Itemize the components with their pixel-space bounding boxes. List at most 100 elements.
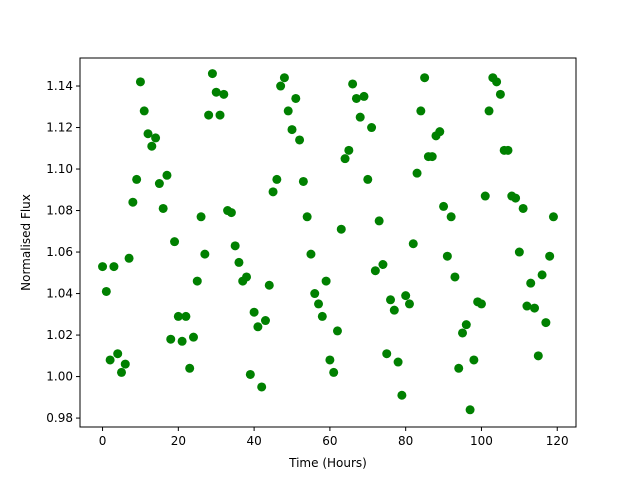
point (279, 73, 289, 83)
point (264, 280, 274, 290)
point (412, 168, 422, 178)
point (442, 251, 452, 261)
point (363, 174, 373, 184)
point (332, 326, 342, 336)
point (548, 212, 558, 222)
x-tick-label: 0 (99, 434, 107, 448)
point (480, 191, 490, 201)
x-tick-label: 40 (246, 434, 261, 448)
x-axis-label: Time (Hours) (288, 456, 367, 470)
point (458, 328, 468, 338)
axes-frame (79, 57, 577, 428)
point (101, 286, 111, 296)
point (306, 249, 316, 259)
y-tick-label: 1.02 (46, 328, 73, 342)
y-tick-label: 1.14 (46, 79, 73, 93)
point (215, 110, 225, 120)
point (476, 299, 486, 309)
point (370, 266, 380, 276)
y-tick-label: 1.10 (46, 162, 73, 176)
point (226, 208, 236, 218)
point (207, 69, 217, 79)
point (151, 133, 161, 143)
point (511, 193, 521, 203)
x-tick-label: 80 (398, 434, 413, 448)
point (249, 307, 259, 317)
point (139, 106, 149, 116)
point (344, 145, 354, 155)
point (321, 276, 331, 286)
point (268, 187, 278, 197)
point (492, 77, 502, 87)
point (177, 336, 187, 346)
x-tick-label: 100 (470, 434, 493, 448)
point (291, 93, 301, 103)
y-tick-label: 1.06 (46, 245, 73, 259)
point (469, 355, 479, 365)
point (514, 247, 524, 257)
point (397, 390, 407, 400)
point (234, 257, 244, 267)
point (317, 311, 327, 321)
point (181, 311, 191, 321)
point (503, 145, 513, 155)
point (518, 203, 528, 213)
point (135, 77, 145, 87)
point (109, 262, 119, 272)
point (295, 135, 305, 145)
point (526, 278, 536, 288)
point (170, 237, 180, 247)
point (530, 303, 540, 313)
x-tick-label: 20 (171, 434, 186, 448)
point (272, 174, 282, 184)
point (348, 79, 358, 89)
point (230, 241, 240, 251)
point (219, 89, 229, 99)
point (329, 367, 339, 377)
point (173, 311, 183, 321)
point (340, 154, 350, 164)
point (427, 152, 437, 162)
point (404, 299, 414, 309)
point (192, 276, 202, 286)
point (522, 301, 532, 311)
point (245, 369, 255, 379)
point (533, 351, 543, 361)
point (454, 363, 464, 373)
point (484, 106, 494, 116)
point (439, 201, 449, 211)
point (408, 239, 418, 249)
point (374, 216, 384, 226)
point (541, 318, 551, 328)
point (359, 91, 369, 101)
point (310, 289, 320, 299)
point (124, 253, 134, 263)
point (211, 87, 221, 97)
point (185, 363, 195, 373)
point (166, 334, 176, 344)
point (257, 382, 267, 392)
point (367, 123, 377, 133)
y-tick-label: 1.12 (46, 121, 73, 135)
point (242, 272, 252, 282)
point (154, 179, 164, 189)
point (276, 81, 286, 91)
point (545, 251, 555, 261)
point (253, 322, 263, 332)
point (120, 359, 130, 369)
point (260, 316, 270, 326)
point (196, 212, 206, 222)
point (393, 357, 403, 367)
point (105, 355, 115, 365)
point (204, 110, 214, 120)
point (435, 127, 445, 137)
point (401, 291, 411, 301)
point (420, 73, 430, 83)
point (147, 141, 157, 151)
point (116, 367, 126, 377)
point (495, 89, 505, 99)
point (113, 349, 123, 359)
point (162, 170, 172, 180)
y-tick-label: 1.00 (46, 370, 73, 384)
point (465, 405, 475, 415)
